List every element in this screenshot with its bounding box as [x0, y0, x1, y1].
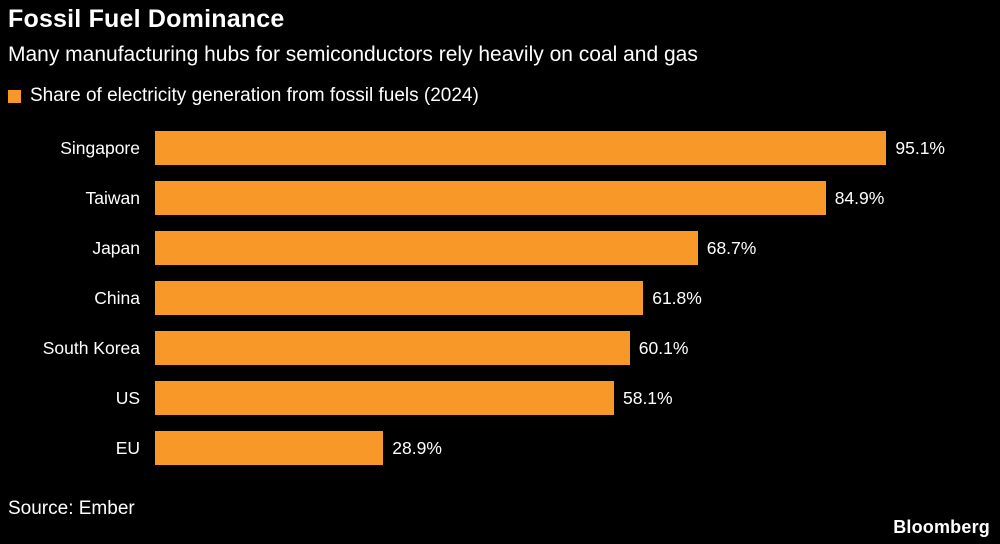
category-label: EU	[115, 437, 140, 458]
category-label: Singapore	[60, 137, 140, 158]
bar-track: 28.9%	[155, 431, 945, 466]
bar-track: 84.9%	[155, 181, 945, 216]
bar-row: Taiwan 84.9%	[8, 173, 1000, 223]
source-note: Source: Ember	[8, 498, 135, 519]
chart-subtitle: Many manufacturing hubs for semiconducto…	[8, 43, 698, 66]
bar	[155, 231, 698, 266]
category-label: Taiwan	[85, 187, 140, 208]
bar-track: 95.1%	[155, 131, 945, 166]
bar-row: Japan 68.7%	[8, 223, 1000, 273]
category-label: China	[94, 287, 140, 308]
bar-value-label: 95.1%	[895, 137, 945, 158]
bar	[155, 131, 887, 166]
bar	[155, 181, 826, 216]
bloomberg-logo: Bloomberg	[893, 517, 990, 537]
bar-chart: Singapore 95.1% Taiwan 84.9% Japan 68.7% China…	[8, 123, 1000, 473]
bar-row: South Korea 60.1%	[8, 323, 1000, 373]
bar-row: China 61.8%	[8, 273, 1000, 323]
category-label: US	[115, 387, 140, 408]
bar-rows: Singapore 95.1% Taiwan 84.9% Japan 68.7% China…	[8, 123, 1000, 473]
chart-title: Fossil Fuel Dominance	[8, 5, 285, 33]
category-label: South Korea	[42, 337, 140, 358]
bar-value-label: 58.1%	[622, 387, 673, 408]
bar-value-label: 68.7%	[706, 237, 757, 258]
category-label: Japan	[92, 237, 140, 258]
legend: Share of electricity generation from fos…	[8, 85, 1000, 107]
bar	[155, 331, 630, 366]
bar-track: 58.1%	[155, 381, 945, 416]
bar-value-label: 28.9%	[392, 437, 442, 458]
bar	[155, 431, 384, 466]
bar-value-label: 60.1%	[638, 337, 689, 358]
bar-row: US 58.1%	[8, 373, 1000, 423]
legend-swatch-icon	[8, 89, 21, 103]
bar	[155, 281, 644, 316]
bar-track: 61.8%	[155, 281, 945, 316]
legend-label: Share of electricity generation from fos…	[30, 85, 479, 107]
bar-row: Singapore 95.1%	[8, 123, 1000, 173]
bar-track: 60.1%	[155, 331, 945, 366]
bar	[155, 381, 614, 416]
bar-value-label: 84.9%	[834, 187, 885, 208]
bar-value-label: 61.8%	[652, 287, 702, 308]
bar-row: EU 28.9%	[8, 423, 1000, 473]
bar-track: 68.7%	[155, 231, 945, 266]
